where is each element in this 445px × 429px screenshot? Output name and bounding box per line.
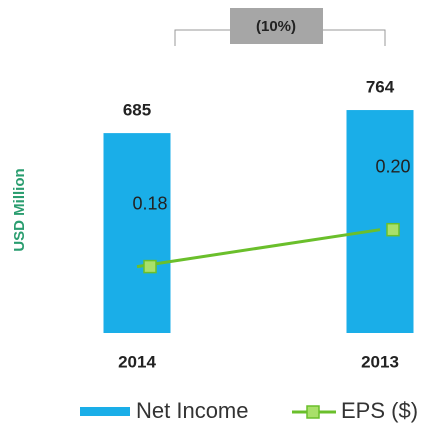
bar-value-label: 764 (366, 78, 395, 97)
eps-value-label: 0.18 (132, 193, 167, 213)
legend-marker (306, 405, 320, 419)
eps-marker (143, 259, 157, 274)
eps-line (136, 228, 381, 269)
annotation-box (230, 8, 323, 44)
x-tick-label: 2013 (361, 352, 399, 371)
bar (346, 110, 414, 334)
bracket-right (323, 29, 386, 46)
y-axis-label: USD Million (11, 168, 28, 251)
bar (103, 133, 171, 333)
bar-value-label: 685 (123, 101, 151, 120)
eps-marker (386, 222, 400, 237)
legend-swatch (80, 407, 130, 416)
legend-label: Net Income (136, 398, 249, 423)
x-tick-label: 2014 (118, 352, 156, 371)
eps-value-label: 0.20 (375, 156, 410, 176)
change-bracket: (10%) (174, 8, 386, 46)
annotation: (10%) (256, 18, 296, 35)
bracket-left (174, 29, 230, 46)
legend-label: EPS ($) (341, 398, 418, 423)
